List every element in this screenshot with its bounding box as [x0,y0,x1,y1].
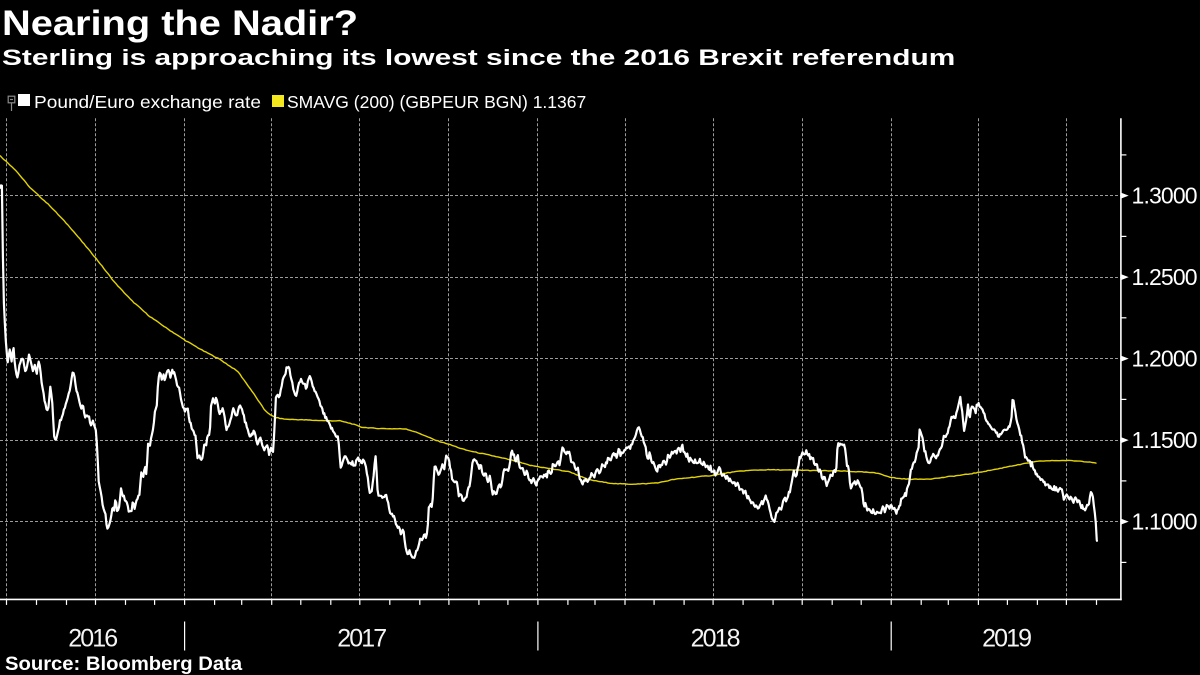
svg-text:1.3000: 1.3000 [1132,183,1197,209]
svg-text:1.2500: 1.2500 [1132,264,1197,290]
svg-text:2017: 2017 [337,625,386,653]
svg-text:2019: 2019 [982,625,1031,653]
svg-text:2016: 2016 [68,625,117,653]
svg-text:1.1000: 1.1000 [1132,509,1197,535]
svg-text:2018: 2018 [691,625,740,653]
svg-text:1.1500: 1.1500 [1132,427,1197,453]
svg-text:1.2000: 1.2000 [1132,346,1197,372]
